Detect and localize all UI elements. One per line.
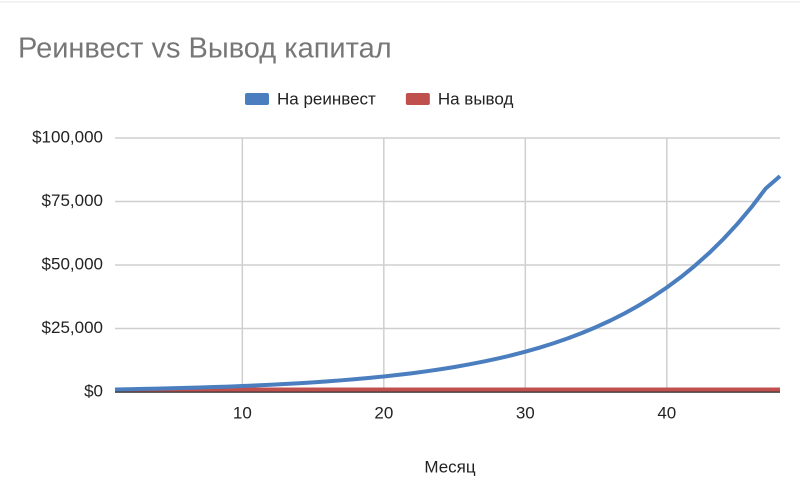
y-tick-label: $25,000 [42, 318, 103, 337]
x-tick-label: 30 [516, 403, 535, 422]
y-tick-label: $0 [84, 381, 103, 400]
line-series [114, 174, 782, 392]
x-tick-label: 40 [657, 403, 676, 422]
y-tick-label: $100,000 [32, 127, 103, 146]
legend-label: На вывод [438, 89, 514, 108]
y-tick-label: $50,000 [42, 254, 103, 273]
x-axis-label: Месяц [424, 457, 476, 476]
legend-swatch [245, 93, 269, 105]
x-tick-label: 10 [233, 403, 252, 422]
chart-title: Реинвест vs Вывод капитал [18, 33, 392, 65]
legend-swatch [405, 93, 430, 105]
y-tick-label: $75,000 [42, 191, 103, 210]
x-tick-label: 20 [374, 403, 393, 422]
legend-label: На реинвест [277, 89, 376, 108]
